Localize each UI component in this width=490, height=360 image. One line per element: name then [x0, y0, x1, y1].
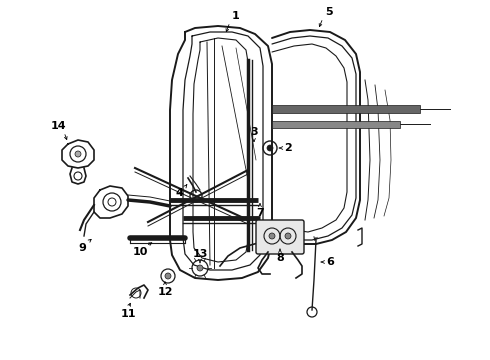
Circle shape [269, 233, 275, 239]
Text: 2: 2 [284, 143, 292, 153]
Text: 4: 4 [175, 188, 183, 198]
Text: 11: 11 [120, 309, 136, 319]
Bar [272, 121, 400, 128]
Text: 9: 9 [78, 243, 86, 253]
Text: 10: 10 [132, 247, 147, 257]
Text: 7: 7 [256, 208, 264, 218]
Text: 12: 12 [157, 287, 173, 297]
Circle shape [165, 273, 171, 279]
Text: 5: 5 [325, 7, 333, 17]
Circle shape [267, 145, 273, 151]
Text: 1: 1 [232, 11, 240, 21]
Text: 14: 14 [50, 121, 66, 131]
Circle shape [197, 265, 203, 271]
Bar [272, 105, 420, 113]
Text: 8: 8 [276, 253, 284, 263]
Text: 6: 6 [326, 257, 334, 267]
Circle shape [75, 151, 81, 157]
Circle shape [285, 233, 291, 239]
Text: 13: 13 [192, 249, 208, 259]
Text: 3: 3 [250, 127, 258, 137]
FancyBboxPatch shape [256, 220, 304, 254]
